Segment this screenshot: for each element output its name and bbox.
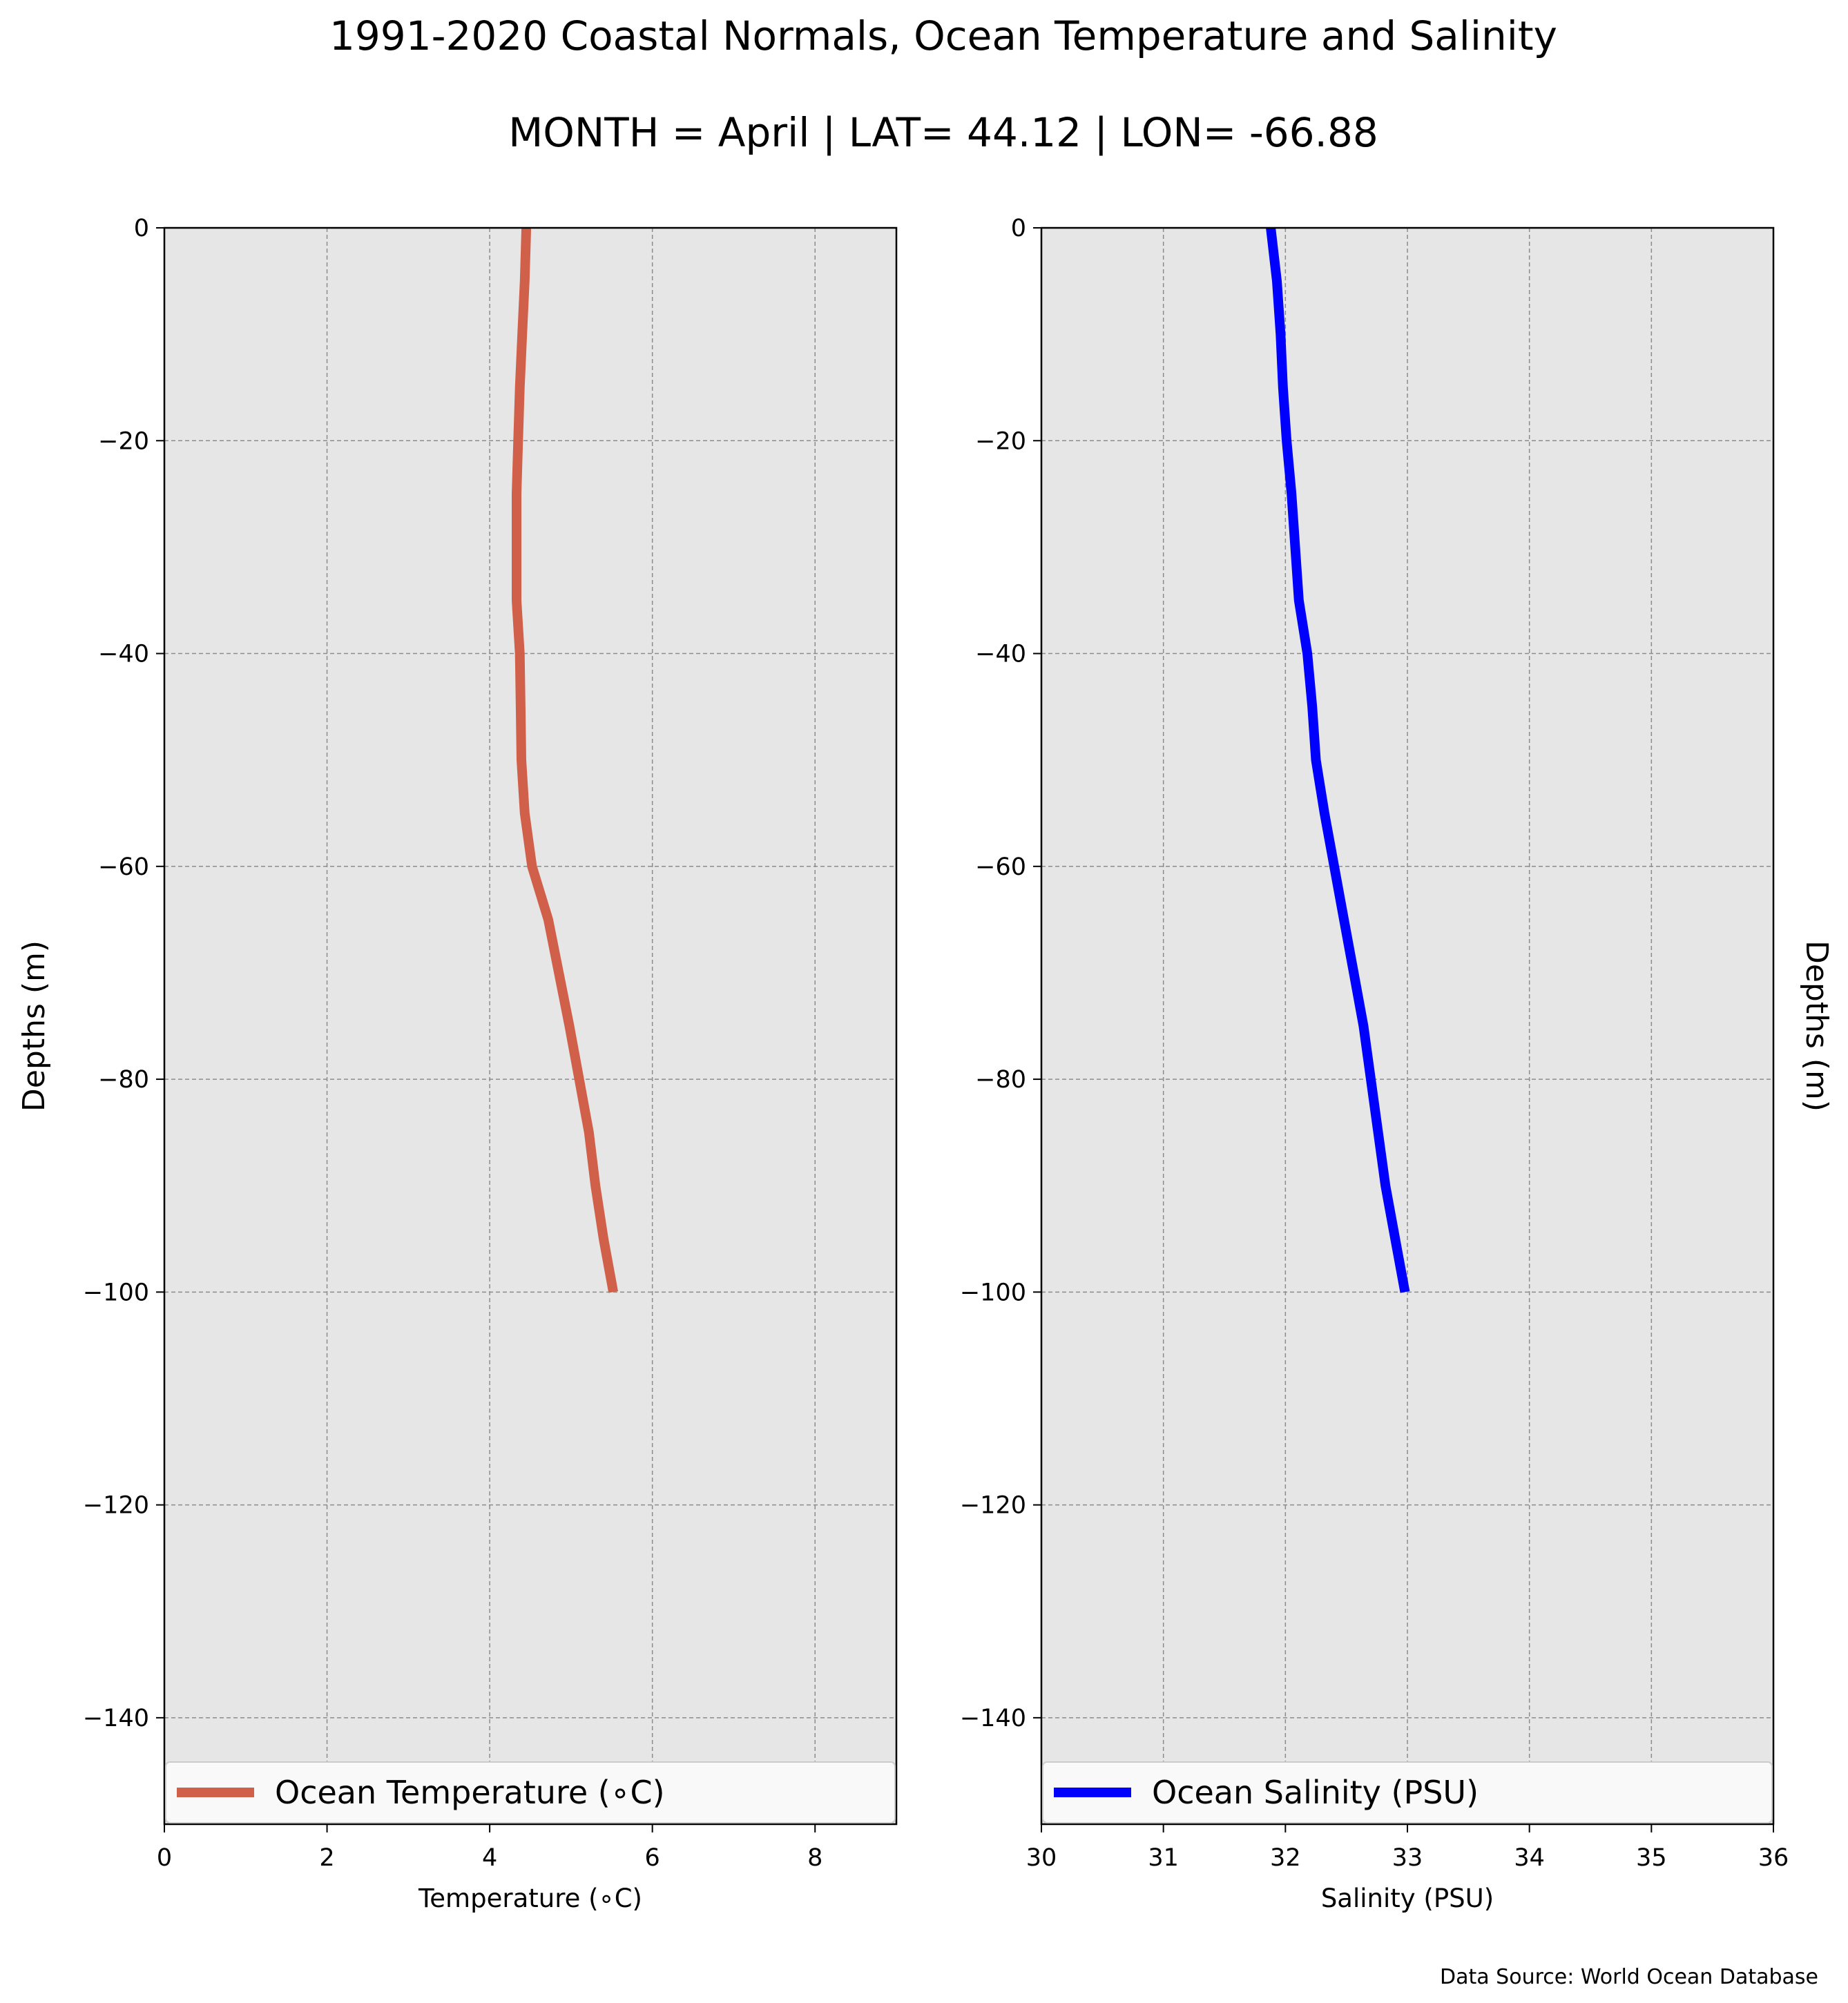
temperature-panel: 0 2 4 6 8 0 −20 −40 −60 −80 −100 −120 −140 Temperatur… [17,215,898,1913]
y-tick-label: −20 [975,427,1026,455]
y-tick-label: −80 [975,1066,1026,1094]
x-tick-label: 33 [1392,1844,1423,1872]
y-tick-label: 0 [1011,215,1026,242]
legend-box [1042,1761,1773,1823]
y-tick-label: −140 [960,1705,1026,1732]
y-axis-label: Depths (m) [17,940,52,1112]
x-axis-label: Temperature (∘C) [418,1884,642,1913]
y-tick-label: −40 [975,641,1026,668]
x-tick-label: 31 [1148,1844,1179,1872]
legend-box [165,1761,896,1823]
y-tick-label: 0 [134,215,149,242]
x-tick-label: 30 [1026,1844,1057,1872]
x-tick-label: 8 [807,1844,822,1872]
x-tick-label: 4 [482,1844,497,1872]
series-line [512,227,618,1293]
legend-label: Ocean Temperature (∘C) [275,1774,665,1811]
axes-frame [163,226,898,1826]
figure-subtitle: MONTH = April | LAT= 44.12 | LON= -66.88 [508,109,1378,156]
plot-area [164,228,896,1824]
x-tick-label: 0 [157,1844,172,1872]
y-tick-label: −100 [83,1279,149,1306]
figure-title: 1991-2020 Coastal Normals, Ocean Tempera… [329,12,1557,59]
x-axis-label: Salinity (PSU) [1321,1884,1494,1913]
x-tick-label: 2 [319,1844,334,1872]
y-tick-label: −60 [975,853,1026,881]
x-tick-label: 36 [1758,1844,1789,1872]
x-tick-label: 35 [1636,1844,1667,1872]
y-axis-label: Depths (m) [1799,940,1834,1112]
x-tick-label: 32 [1270,1844,1301,1872]
y-tick-label: −100 [960,1279,1026,1306]
series-line [1266,227,1410,1293]
x-tick-label: 34 [1514,1844,1545,1872]
x-tick-label: 6 [645,1844,660,1872]
salinity-panel: 30 31 32 33 34 35 36 0 −20 −40 −60 −80 −100 −120 −140 S… [960,215,1834,1913]
legend-label: Ocean Salinity (PSU) [1152,1774,1479,1811]
y-tick-label: −140 [83,1705,149,1732]
y-tick-label: −40 [98,641,149,668]
y-tick-label: −80 [98,1066,149,1094]
y-tick-label: −120 [83,1492,149,1520]
y-tick-label: −60 [98,853,149,881]
y-tick-label: −120 [960,1492,1026,1520]
y-tick-label: −20 [98,427,149,455]
data-source-note: Data Source: World Ocean Database [1440,1965,1818,1989]
